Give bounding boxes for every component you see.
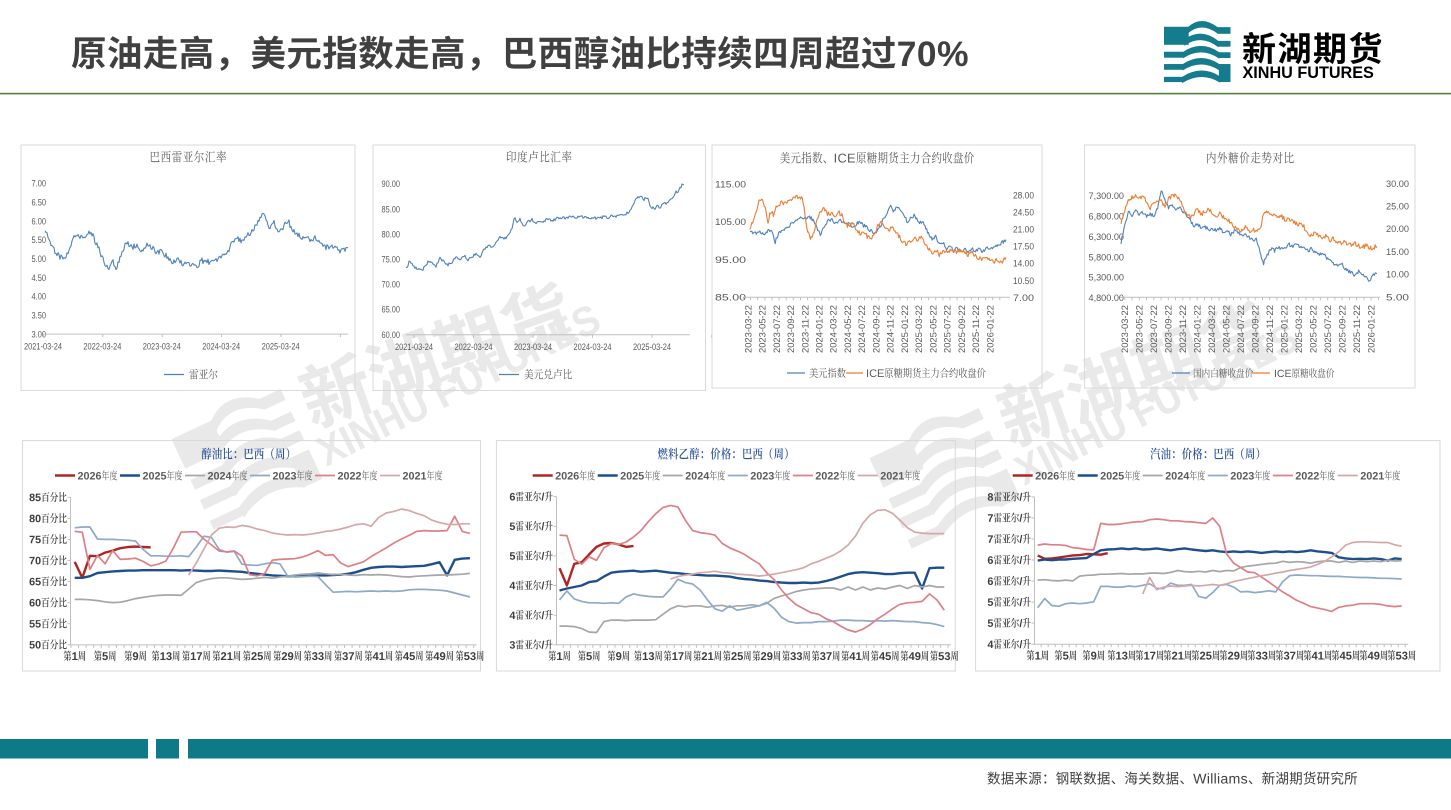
svg-text:2023-03-24: 2023-03-24 <box>143 342 181 352</box>
svg-text:2025-05-22: 2025-05-22 <box>928 305 939 353</box>
svg-text:2024-03-22: 2024-03-22 <box>829 305 840 353</box>
svg-text:5,800.00: 5,800.00 <box>1089 252 1125 263</box>
svg-text:85.00: 85.00 <box>715 293 746 304</box>
svg-text:2025-07-22: 2025-07-22 <box>1323 305 1334 353</box>
svg-text:105.00: 105.00 <box>715 217 746 228</box>
svg-text:2025-11-22: 2025-11-22 <box>1352 305 1363 353</box>
svg-text:10.50: 10.50 <box>1013 276 1034 287</box>
svg-text:15.00: 15.00 <box>1386 247 1409 258</box>
svg-text:7,300.00: 7,300.00 <box>1089 191 1125 202</box>
svg-text:5.00: 5.00 <box>32 254 47 264</box>
svg-text:17.50: 17.50 <box>1013 242 1034 253</box>
svg-text:70.00: 70.00 <box>382 280 401 290</box>
svg-text:28.00: 28.00 <box>1013 190 1034 201</box>
svg-text:2021-03-24: 2021-03-24 <box>395 342 433 352</box>
svg-text:XINHU FUTURES: XINHU FUTURES <box>1243 64 1375 82</box>
svg-text:60.00: 60.00 <box>382 330 401 340</box>
svg-text:10.00: 10.00 <box>1386 270 1409 281</box>
svg-text:24.50: 24.50 <box>1013 207 1034 218</box>
svg-text:4,800.00: 4,800.00 <box>1089 293 1125 304</box>
svg-text:95.00: 95.00 <box>715 255 746 266</box>
svg-text:2023-09-22: 2023-09-22 <box>1164 305 1175 353</box>
svg-text:2025-01-22: 2025-01-22 <box>900 305 911 353</box>
svg-text:2024-01-22: 2024-01-22 <box>1193 305 1204 353</box>
svg-text:2025-03-24: 2025-03-24 <box>633 342 671 352</box>
svg-text:2024-09-22: 2024-09-22 <box>872 305 883 353</box>
svg-text:2023-05-22: 2023-05-22 <box>1135 305 1146 353</box>
svg-text:2024-07-22: 2024-07-22 <box>1236 305 1247 353</box>
svg-text:2024-11-22: 2024-11-22 <box>1265 305 1276 353</box>
svg-text:30.00: 30.00 <box>1386 179 1409 190</box>
svg-text:4.50: 4.50 <box>32 273 47 283</box>
svg-text:6,300.00: 6,300.00 <box>1089 232 1125 243</box>
svg-text:5,300.00: 5,300.00 <box>1089 273 1125 284</box>
svg-text:2024-05-22: 2024-05-22 <box>1222 305 1233 353</box>
svg-text:2026-01-22: 2026-01-22 <box>1367 305 1378 353</box>
svg-text:20.00: 20.00 <box>1386 224 1409 235</box>
svg-text:2025-03-22: 2025-03-22 <box>1294 305 1305 353</box>
svg-text:5.00: 5.00 <box>1386 292 1409 303</box>
svg-text:2024-03-22: 2024-03-22 <box>1207 305 1218 353</box>
svg-text:2024-05-22: 2024-05-22 <box>843 305 854 353</box>
svg-text:7.00: 7.00 <box>32 179 47 189</box>
svg-text:2023-09-22: 2023-09-22 <box>786 305 797 353</box>
svg-text:115.00: 115.00 <box>715 179 746 190</box>
svg-text:6,800.00: 6,800.00 <box>1089 212 1125 223</box>
svg-text:3.50: 3.50 <box>32 311 47 321</box>
svg-text:2023-07-22: 2023-07-22 <box>1149 305 1160 353</box>
svg-text:65.00: 65.00 <box>382 305 401 315</box>
svg-text:2024-09-22: 2024-09-22 <box>1251 305 1262 353</box>
svg-text:2024-01-22: 2024-01-22 <box>815 305 826 353</box>
svg-text:2026-01-22: 2026-01-22 <box>985 305 996 353</box>
svg-text:2025-07-22: 2025-07-22 <box>943 305 954 353</box>
svg-text:2025-09-22: 2025-09-22 <box>1338 305 1349 353</box>
svg-text:2025-03-24: 2025-03-24 <box>262 342 300 352</box>
svg-text:2024-03-24: 2024-03-24 <box>574 342 612 352</box>
svg-text:2021-03-24: 2021-03-24 <box>24 342 62 352</box>
svg-text:6.00: 6.00 <box>32 216 47 226</box>
svg-text:14.00: 14.00 <box>1013 259 1034 270</box>
svg-text:2023-03-22: 2023-03-22 <box>743 305 754 353</box>
svg-text:7.00: 7.00 <box>1013 293 1034 304</box>
svg-text:80.00: 80.00 <box>382 229 401 239</box>
svg-text:2023-07-22: 2023-07-22 <box>772 305 783 353</box>
svg-text:2025-11-22: 2025-11-22 <box>971 305 982 353</box>
svg-text:90.00: 90.00 <box>382 179 401 189</box>
svg-text:2025-05-22: 2025-05-22 <box>1309 305 1320 353</box>
svg-text:2023-03-22: 2023-03-22 <box>1120 305 1131 353</box>
svg-text:2025-01-22: 2025-01-22 <box>1280 305 1291 353</box>
svg-text:2023-11-22: 2023-11-22 <box>1178 305 1189 353</box>
svg-text:2023-11-22: 2023-11-22 <box>800 305 811 353</box>
svg-text:4.00: 4.00 <box>32 292 47 302</box>
svg-text:5.50: 5.50 <box>32 235 47 245</box>
svg-text:21.00: 21.00 <box>1013 225 1034 236</box>
svg-text:2024-11-22: 2024-11-22 <box>886 305 897 353</box>
svg-text:2023-03-24: 2023-03-24 <box>514 342 552 352</box>
svg-text:2025-09-22: 2025-09-22 <box>957 305 968 353</box>
svg-text:75.00: 75.00 <box>382 255 401 265</box>
svg-text:2024-03-24: 2024-03-24 <box>202 342 240 352</box>
svg-text:3.00: 3.00 <box>32 329 47 339</box>
svg-text:2023-05-22: 2023-05-22 <box>758 305 769 353</box>
svg-text:6.50: 6.50 <box>32 198 47 208</box>
svg-text:85.00: 85.00 <box>382 204 401 214</box>
svg-text:2024-07-22: 2024-07-22 <box>857 305 868 353</box>
svg-text:2022-03-24: 2022-03-24 <box>83 342 121 352</box>
svg-text:25.00: 25.00 <box>1386 202 1409 213</box>
svg-text:2022-03-24: 2022-03-24 <box>455 342 493 352</box>
svg-text:2025-03-22: 2025-03-22 <box>914 305 925 353</box>
